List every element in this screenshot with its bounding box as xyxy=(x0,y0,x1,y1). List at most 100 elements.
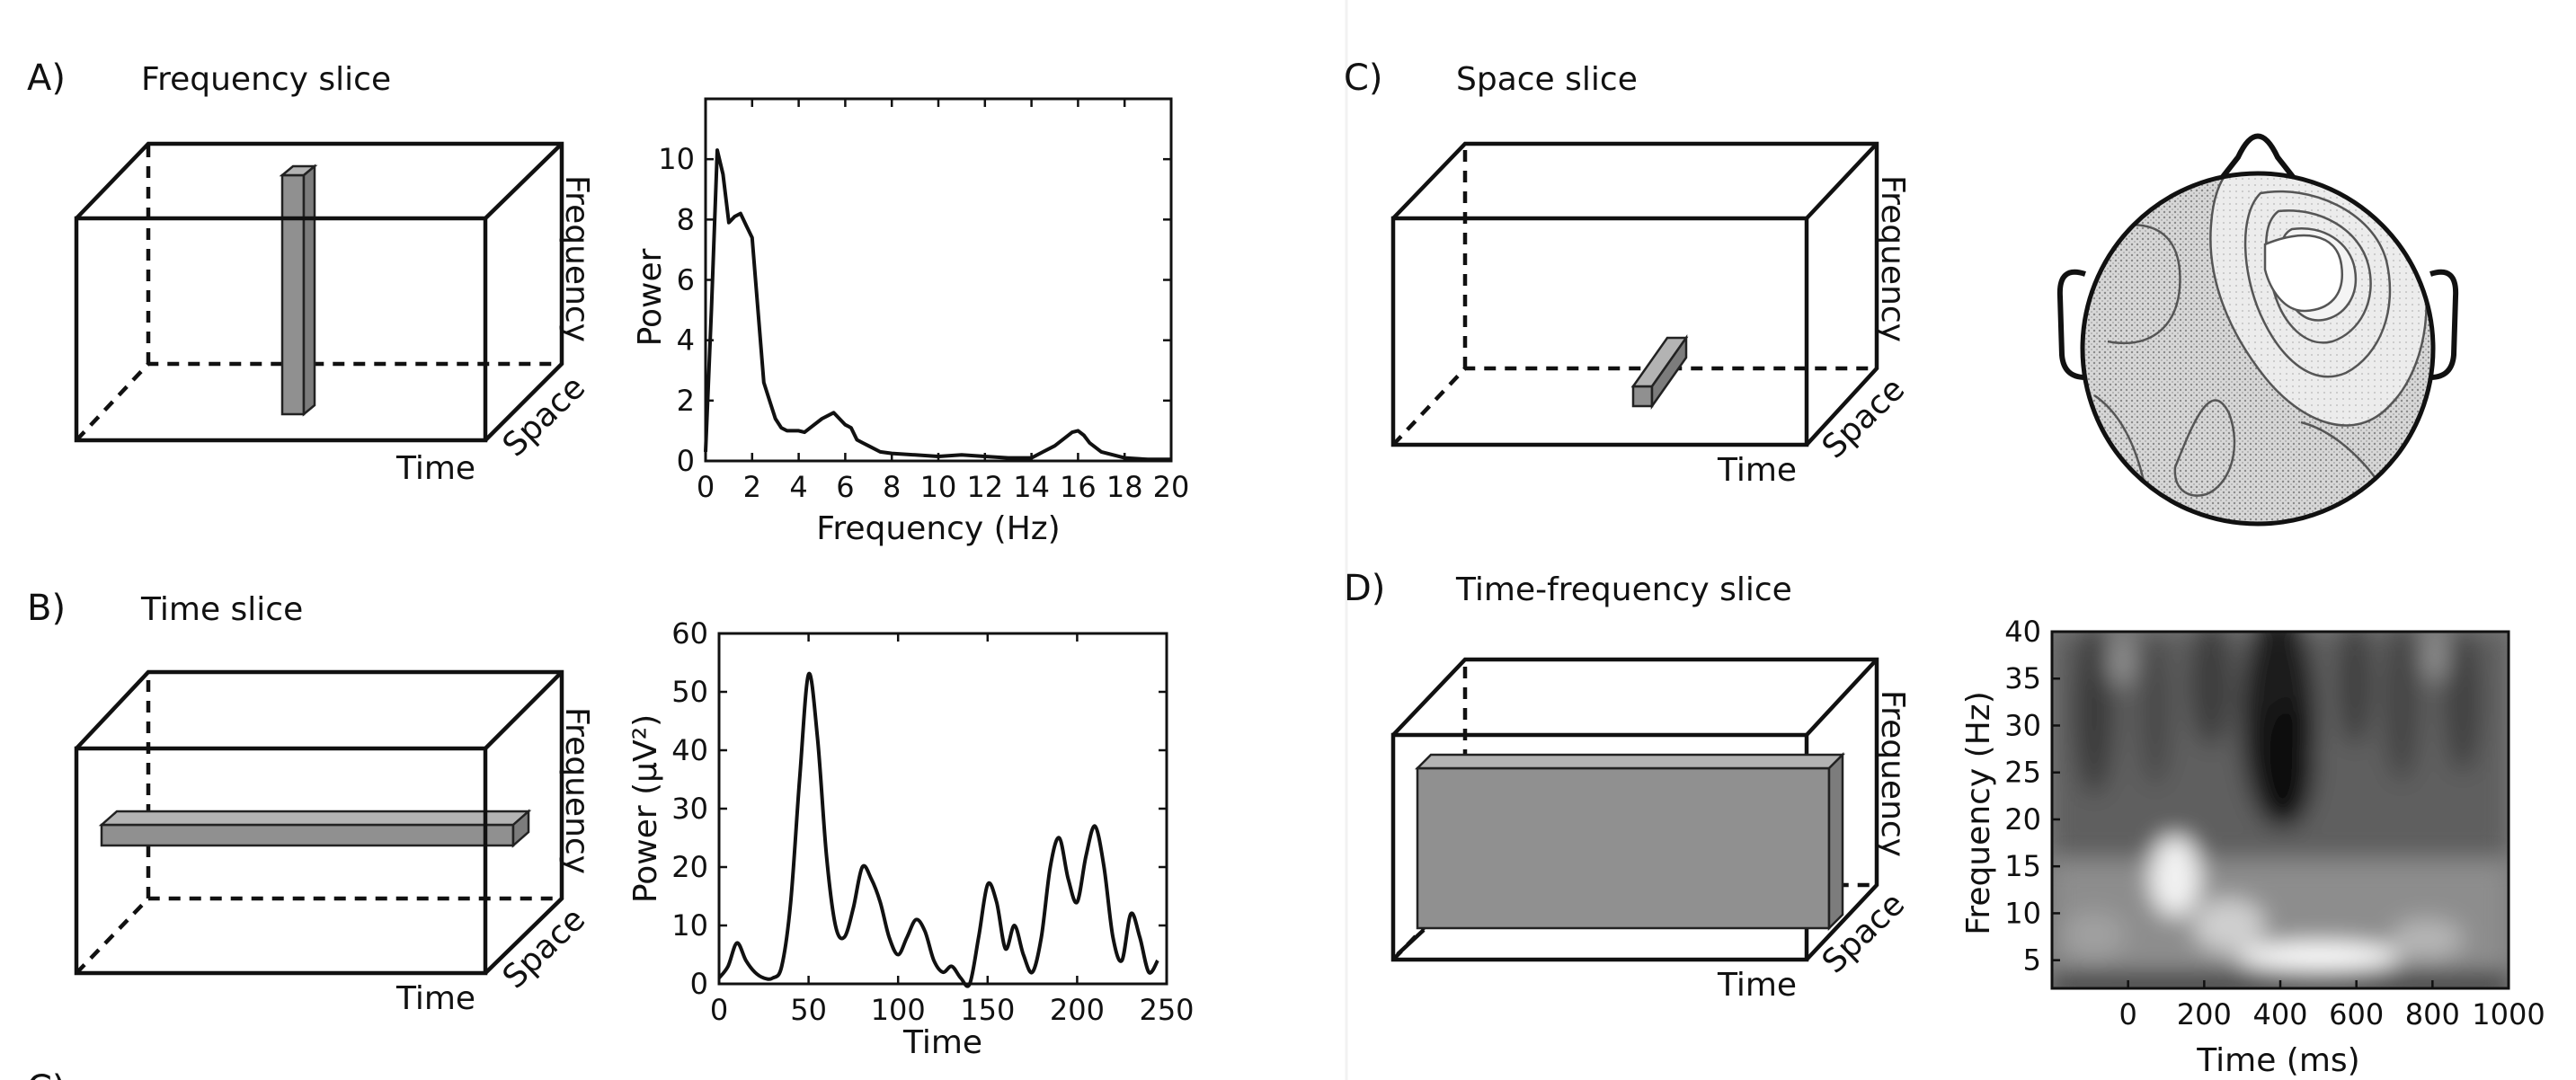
cube-frequency-label: Frequency xyxy=(1874,690,1911,857)
power-spectrum-line xyxy=(704,148,1171,462)
time-frequency-slab-top xyxy=(1414,753,1846,770)
cube-front-face xyxy=(1390,216,1809,447)
x-tick-label: 0 xyxy=(710,993,728,1027)
time-power-chart: 0 50 100 150 200 250 0 10 20 30 40 50 60 Time Power … xyxy=(627,616,1195,1061)
right-ear-outline xyxy=(2429,269,2459,380)
cube-time-label: Time xyxy=(395,980,475,1017)
panel-c-letter: C) xyxy=(1344,58,1383,99)
x-tick-label: 18 xyxy=(1106,470,1143,504)
y-tick-label: 40 xyxy=(671,733,708,767)
y-tick-label: 0 xyxy=(677,444,695,478)
panel-a-title: Frequency slice xyxy=(141,61,391,98)
time-frequency-slab-side xyxy=(1827,751,1844,932)
frequency-slice-cube xyxy=(74,141,564,443)
panel-b-title: Time slice xyxy=(140,591,303,628)
cube-top-right-edge xyxy=(484,142,564,220)
time-slice-bar-top xyxy=(98,810,532,827)
y-tick-label: 25 xyxy=(2004,756,2041,790)
space-slice-bar-front xyxy=(1631,385,1654,408)
cube-time-label: Time xyxy=(395,450,475,487)
x-tick-label: 200 xyxy=(2177,997,2232,1031)
x-tick-label: 6 xyxy=(836,470,854,504)
cube-time-label: Time xyxy=(1717,452,1797,489)
x-tick-label: 100 xyxy=(871,993,926,1027)
y-tick-label: 20 xyxy=(671,850,708,884)
y-tick-label: 30 xyxy=(2004,708,2041,742)
x-tick-label: 4 xyxy=(789,470,807,504)
space-slice-cube xyxy=(1390,141,1879,447)
y-tick-label: 40 xyxy=(2004,615,2041,649)
time-slice-bar xyxy=(100,823,515,847)
time-frequency-ticks: 0 200 400 600 800 1000 5 10 15 20 25 30 35 40 xyxy=(2004,615,2545,1031)
x-tick-label: 12 xyxy=(966,470,1003,504)
panel-a-letter: A) xyxy=(27,58,66,99)
time-frequency-slice-cube xyxy=(1390,657,1879,962)
panel-c: C) Space slice Time Space Frequency xyxy=(1344,58,2459,527)
y-tick-label: 0 xyxy=(690,967,708,1001)
y-tick-label: 50 xyxy=(671,675,708,709)
time-power-ylabel: Power (μV²) xyxy=(627,714,664,903)
panel-e-letter: C) xyxy=(27,1068,67,1080)
panel-d: D) Time-frequency slice Time Space Frequ… xyxy=(1344,568,2545,1079)
cube-frequency-label: Frequency xyxy=(1874,175,1911,342)
cube-top-right-edge xyxy=(484,670,564,750)
head-outline xyxy=(2080,171,2436,527)
time-frequency-slab xyxy=(1416,766,1831,930)
panel-b: B) Time slice Time Space Frequency 0 50 10… xyxy=(27,588,1195,1061)
panel-d-letter: D) xyxy=(1344,568,1385,609)
x-tick-label: 800 xyxy=(2405,997,2460,1031)
time-frequency-ylabel: Frequency (Hz) xyxy=(1960,691,1997,934)
time-slice-cube xyxy=(74,669,564,976)
x-tick-label: 10 xyxy=(920,470,957,504)
time-power-xlabel: Time xyxy=(902,1024,982,1061)
power-spectrum-xlabel: Frequency (Hz) xyxy=(816,510,1060,547)
cube-frequency-label: Frequency xyxy=(558,707,595,874)
cube-top-right-edge xyxy=(1805,658,1879,737)
y-tick-label: 6 xyxy=(677,263,695,297)
x-tick-label: 0 xyxy=(697,470,715,504)
x-tick-label: 600 xyxy=(2329,997,2384,1031)
cube-front-face xyxy=(74,746,488,976)
nose-outline xyxy=(2219,133,2296,180)
x-tick-label: 16 xyxy=(1060,470,1097,504)
x-tick-label: 150 xyxy=(960,993,1015,1027)
cube-top-right-edge xyxy=(1805,142,1879,220)
y-tick-label: 10 xyxy=(671,908,708,943)
y-tick-label: 20 xyxy=(2004,802,2041,837)
x-tick-label: 1000 xyxy=(2472,997,2545,1031)
power-spectrum-frame xyxy=(704,97,1173,463)
left-ear-outline xyxy=(2056,269,2086,380)
y-tick-label: 10 xyxy=(658,142,695,176)
frequency-slice-bar xyxy=(280,173,306,416)
x-tick-label: 20 xyxy=(1153,470,1190,504)
x-tick-label: 0 xyxy=(2119,997,2136,1031)
cube-time-label: Time xyxy=(1717,967,1797,1004)
x-tick-label: 250 xyxy=(1139,993,1194,1027)
cube-frequency-label: Frequency xyxy=(558,175,595,342)
y-tick-label: 10 xyxy=(2004,896,2041,930)
y-tick-label: 15 xyxy=(2004,849,2041,883)
cube-hidden-edges xyxy=(75,896,562,975)
time-slice-bar-side xyxy=(511,809,530,848)
y-tick-label: 30 xyxy=(671,792,708,826)
y-tick-label: 8 xyxy=(677,202,695,236)
x-tick-label: 50 xyxy=(790,993,827,1027)
time-power-line xyxy=(717,671,1159,988)
panel-c-title: Space slice xyxy=(1456,61,1638,98)
topography-map xyxy=(2083,173,2433,524)
cube-hidden-edges xyxy=(75,361,562,442)
time-frequency-heatmap xyxy=(2052,632,2509,988)
scalp-topography xyxy=(2056,133,2459,527)
y-tick-label: 60 xyxy=(671,616,708,651)
time-power-ticks: 0 50 100 150 200 250 0 10 20 30 40 50 60 xyxy=(671,616,1194,1027)
x-tick-label: 400 xyxy=(2252,997,2307,1031)
time-frequency-chart: 0 200 400 600 800 1000 5 10 15 20 25 30 35 40 Time (m… xyxy=(1960,615,2545,1079)
y-tick-label: 2 xyxy=(677,384,695,418)
y-tick-label: 4 xyxy=(677,323,695,358)
panel-b-letter: B) xyxy=(27,588,66,629)
space-slice-bar-side xyxy=(1650,334,1688,410)
y-tick-label: 5 xyxy=(2023,943,2041,978)
